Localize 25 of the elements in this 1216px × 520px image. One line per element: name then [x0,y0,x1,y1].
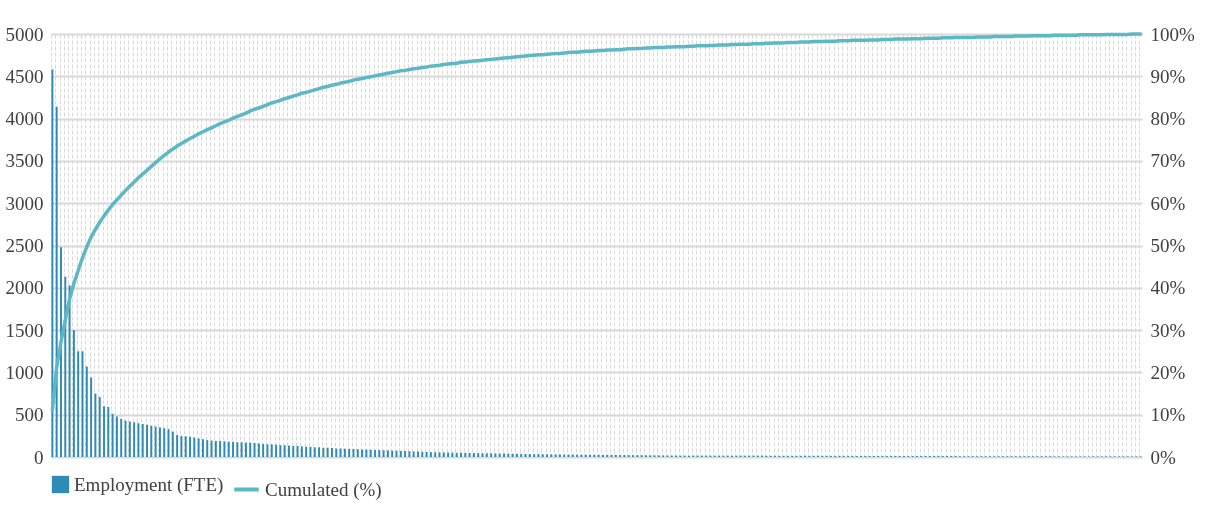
line-series [50,32,1143,412]
y2-tick-label: 100% [1150,23,1195,45]
y-tick-label: 2500 [5,235,44,256]
y2-tick-label: 80% [1150,108,1186,130]
y-tick-label: 4000 [5,108,44,130]
y-tick-label: 3000 [5,192,44,214]
y2-tick-label: 0% [1150,446,1176,468]
y2-tick-label: 70% [1150,150,1186,172]
y2-tick-label: 10% [1150,404,1186,426]
y2-tick-label: 30% [1150,319,1186,341]
y-tick-label: 3500 [5,150,44,172]
y-tick-label: 500 [15,404,44,426]
y2-tick-label: 60% [1150,192,1186,214]
y-tick-label: 5000 [5,23,44,45]
y-tick-label: 0 [34,446,44,468]
y2-tick-label: 40% [1150,277,1186,299]
y-tick-label: 2000 [5,277,44,299]
y2-tick-label: 90% [1150,65,1186,87]
y2-tick-label: 50% [1150,235,1186,256]
y-tick-label: 1000 [5,361,44,383]
y-tick-label: 4500 [5,65,44,87]
legend-label: Employment (FTE) [74,473,224,496]
legend-label: Cumulated (%) [265,478,382,501]
y-tick-label: 1500 [5,319,44,341]
y2-tick-label: 20% [1150,361,1186,383]
